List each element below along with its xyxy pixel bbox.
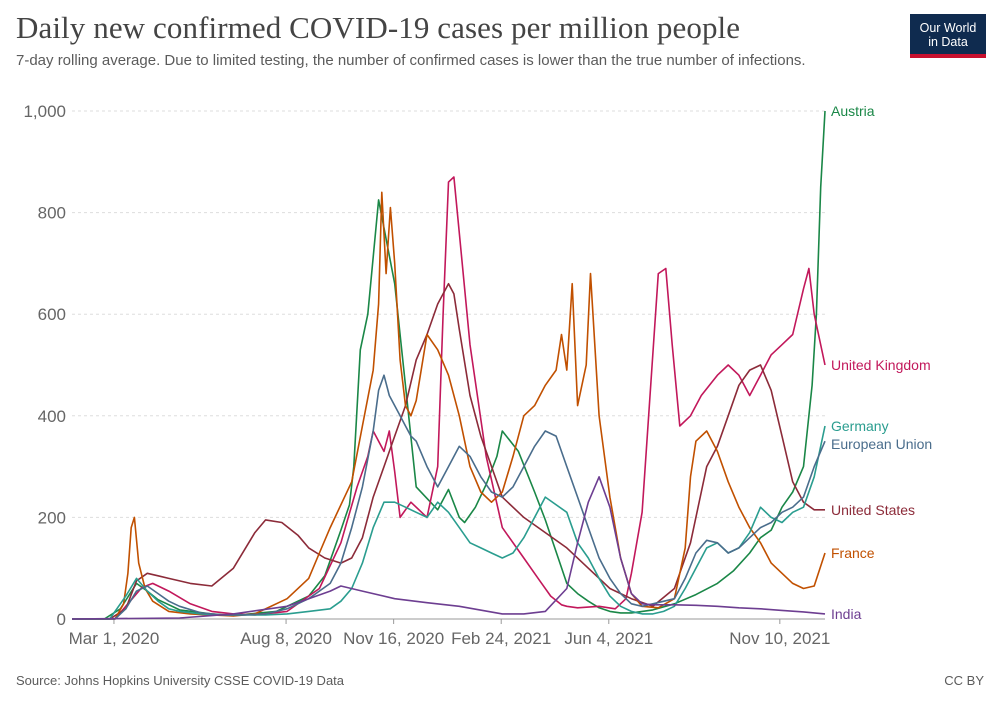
- owid-logo[interactable]: Our World in Data: [910, 14, 986, 58]
- y-tick-label: 800: [38, 204, 66, 223]
- series-lines: [71, 110, 826, 620]
- chart-subtitle: 7-day rolling average. Due to limited te…: [16, 52, 806, 69]
- x-axis: Mar 1, 2020 Aug 8, 2020 Nov 16, 2020 Feb 24…: [69, 619, 830, 648]
- chart-title: Daily new confirmed COVID-19 cases per m…: [16, 10, 741, 45]
- x-tick-label: Aug 8, 2020: [240, 629, 332, 648]
- y-axis: 0 200 400 600 800 1,000: [23, 102, 66, 629]
- series-label-india: India: [831, 606, 862, 622]
- series-labels: Austria United Kingdom Germany European Uni…: [831, 103, 932, 622]
- series-label-austria: Austria: [831, 103, 875, 119]
- series-label-european-union: European Union: [831, 436, 932, 452]
- x-tick-label: Nov 16, 2020: [343, 629, 444, 648]
- logo-line-1: Our World: [919, 21, 977, 35]
- x-tick-label: Feb 24, 2021: [451, 629, 551, 648]
- series-label-united-states: United States: [831, 502, 915, 518]
- series-line-european-union[interactable]: [72, 374, 826, 620]
- series-line-india[interactable]: [71, 476, 826, 620]
- series-label-united-kingdom: United Kingdom: [831, 357, 931, 373]
- series-line-france[interactable]: [72, 191, 826, 620]
- gridlines: [72, 110, 825, 620]
- series-label-france: France: [831, 545, 875, 561]
- source-note: Source: Johns Hopkins University CSSE CO…: [16, 673, 345, 688]
- y-tick-label: 0: [57, 610, 66, 629]
- y-tick-label: 200: [38, 508, 66, 527]
- series-line-austria[interactable]: [72, 110, 826, 620]
- series-label-germany: Germany: [831, 418, 889, 434]
- y-tick-label: 600: [38, 305, 66, 324]
- x-tick-label: Jun 4, 2021: [564, 629, 653, 648]
- logo-accent-bar: [910, 54, 986, 58]
- y-tick-label: 400: [38, 407, 66, 426]
- logo-line-2: in Data: [928, 35, 968, 49]
- series-line-united-states[interactable]: [72, 282, 825, 620]
- x-tick-label: Nov 10, 2021: [729, 629, 830, 648]
- series-line-united-kingdom[interactable]: [72, 176, 826, 620]
- license-link[interactable]: CC BY: [944, 673, 984, 688]
- y-tick-label: 1,000: [23, 102, 66, 121]
- x-tick-label: Mar 1, 2020: [69, 629, 160, 648]
